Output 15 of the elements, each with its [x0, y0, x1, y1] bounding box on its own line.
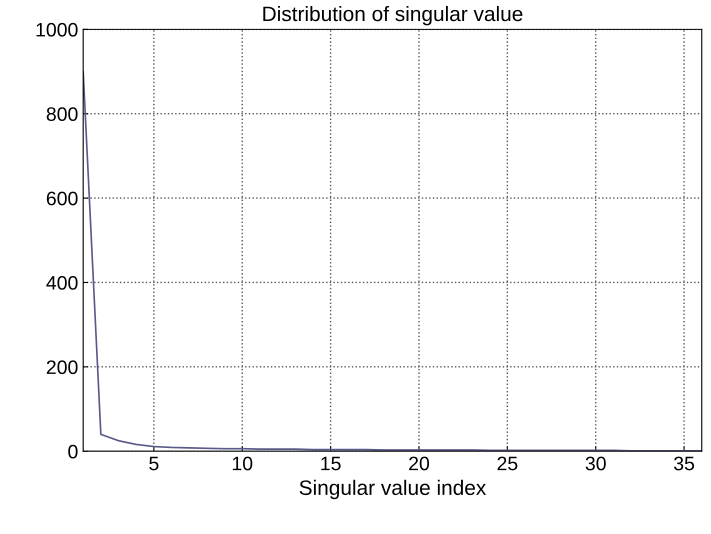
x-tick-label: 10 [232, 456, 252, 470]
x-tick-label: 25 [498, 456, 518, 470]
y-tick-label: 200 [46, 360, 78, 374]
y-tick-label: 400 [46, 276, 78, 290]
x-tick-label: 20 [409, 456, 430, 470]
y-tick-label: 0 [68, 444, 78, 458]
chart-title: Distribution of singular value [263, 6, 522, 26]
y-tick-label: 600 [46, 192, 78, 206]
x-axis-title: Singular value index [300, 480, 486, 500]
y-tick-label: 800 [46, 107, 78, 121]
x-tick-label: 35 [674, 456, 694, 470]
x-tick-label: 15 [321, 456, 341, 470]
y-tick-label: 1000 [36, 22, 78, 37]
x-tick-label: 5 [149, 456, 158, 470]
x-tick-label: 30 [586, 456, 606, 470]
